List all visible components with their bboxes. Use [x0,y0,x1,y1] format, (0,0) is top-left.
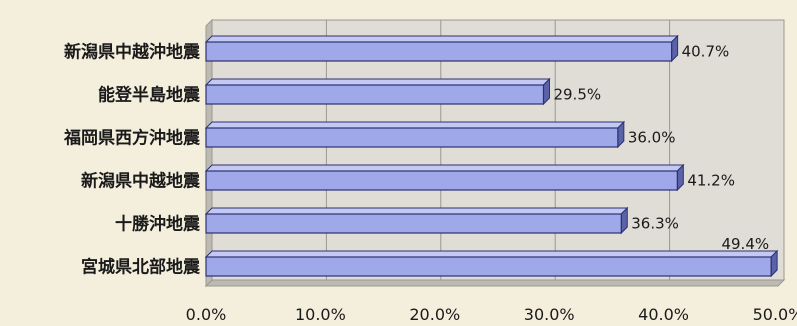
data-label: 41.2% [687,172,735,190]
bar-top-face [204,250,779,258]
gridlines [211,20,785,280]
category-label: 福岡県西方沖地震 [63,128,201,149]
category-label: 新潟県中越沖地震 [64,42,201,63]
x-tick-label: 20.0% [409,305,460,324]
data-label: 29.5% [553,86,601,104]
category-label: 新潟県中越地震 [81,171,201,192]
data-labels: 40.7% 29.5% 36.0% 41.2% 36.3% 49.4% [553,43,769,254]
bar-front-face [205,170,678,191]
x-tick-label: 10.0% [295,305,346,324]
bar [204,163,685,192]
bar [204,77,551,106]
category-label: 宮城県北部地震 [81,257,201,278]
bars [204,34,779,278]
bar-front-face [205,256,772,277]
x-tick-label: 50.0% [753,305,797,324]
category-labels: 新潟県中越沖地震能登半島地震福岡県西方沖地震新潟県中越地震十勝沖地震宮城県北部地… [63,42,201,278]
data-label: 49.4% [721,235,769,253]
category-label: 十勝沖地震 [115,214,201,235]
bar [204,206,629,235]
x-tick-labels: 0.0% 10.0% 20.0% 30.0% 40.0% 50.0% [186,305,797,324]
bar [204,34,679,63]
bar [204,249,779,278]
x-tick-label: 0.0% [186,305,227,324]
data-label: 36.3% [631,215,679,233]
data-label: 36.0% [628,129,676,147]
bar-top-face [204,207,629,215]
x-tick-label: 30.0% [524,305,575,324]
bar-front-face [205,84,545,105]
x-tick-label: 40.0% [638,305,689,324]
bar-front-face [205,213,622,234]
category-label: 能登半島地震 [98,85,201,106]
bar-top-face [204,164,685,172]
data-label: 40.7% [682,43,730,61]
bar-top-face [204,121,626,129]
bar-top-face [204,35,679,43]
floor [204,279,786,287]
bar [204,120,626,149]
bar-top-face [204,78,551,86]
bar-front-face [205,41,673,62]
bar-front-face [205,127,619,148]
